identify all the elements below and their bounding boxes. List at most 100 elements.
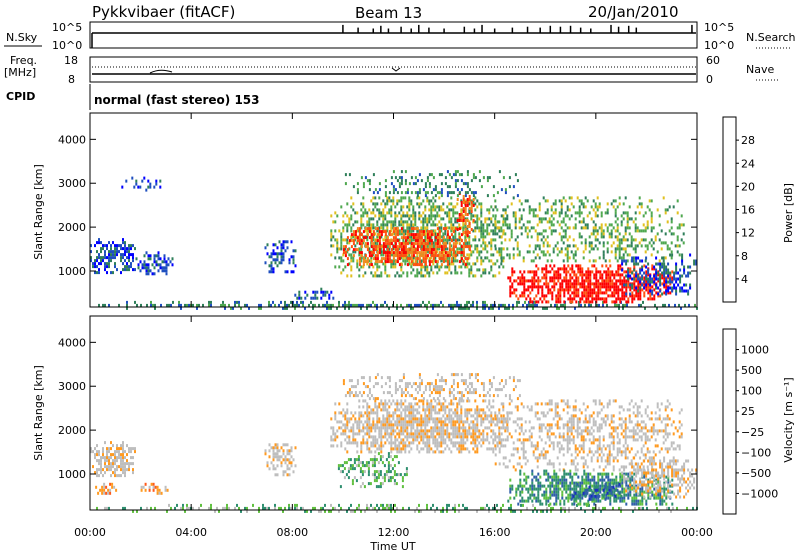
range-cell [362, 426, 364, 429]
range-cell [130, 262, 132, 265]
range-cell [146, 263, 148, 266]
range-cell [368, 414, 370, 417]
range-cell [336, 238, 338, 241]
range-cell [435, 248, 437, 251]
range-cell [409, 239, 411, 242]
range-cell [346, 274, 348, 277]
range-cell [426, 217, 428, 220]
range-cell [665, 269, 667, 272]
range-cell [342, 229, 344, 232]
range-cell [442, 432, 444, 435]
range-cell [414, 408, 416, 411]
range-cell [348, 441, 350, 444]
range-cell [461, 239, 463, 242]
range-cell [396, 438, 398, 441]
range-cell [470, 432, 472, 435]
range-cell [394, 411, 396, 414]
range-cell [454, 265, 456, 268]
colorbar-tick-label: 12 [741, 227, 755, 240]
range-cell [602, 304, 604, 307]
range-cell [679, 244, 681, 247]
range-cell [387, 257, 389, 260]
range-cell [399, 257, 401, 260]
range-cell [419, 233, 421, 236]
range-cell [537, 214, 539, 217]
range-cell [585, 223, 587, 226]
range-cell [410, 411, 412, 414]
range-cell [639, 278, 641, 281]
range-cell [464, 441, 466, 444]
range-cell [494, 229, 496, 232]
range-cell [340, 256, 342, 259]
range-cell [561, 235, 563, 238]
range-cell [589, 273, 591, 276]
range-cell [353, 254, 355, 257]
range-cell [100, 247, 102, 250]
range-cell [440, 441, 442, 444]
range-cell [575, 223, 577, 226]
range-cell [643, 281, 645, 284]
range-cell [559, 291, 561, 294]
range-cell [551, 285, 553, 288]
range-cell [623, 297, 625, 300]
range-cell [338, 247, 340, 250]
range-cell [338, 304, 340, 307]
range-cell [463, 207, 465, 210]
range-cell [399, 182, 401, 185]
range-cell [621, 260, 623, 263]
range-cell [383, 248, 385, 251]
range-cell [166, 269, 168, 272]
range-cell [535, 214, 537, 217]
range-cell [382, 420, 384, 423]
range-cell [412, 223, 414, 226]
range-cell [354, 411, 356, 414]
range-cell [343, 251, 345, 254]
range-cell [456, 202, 458, 205]
nsearch-label: N.Search [746, 31, 796, 44]
range-cell [442, 507, 444, 510]
range-cell [525, 297, 527, 300]
range-cell [269, 467, 271, 470]
range-cell [110, 474, 112, 477]
range-cell [585, 300, 587, 303]
range-cell [441, 182, 443, 185]
range-cell [492, 208, 494, 211]
range-cell [649, 284, 651, 287]
range-cell [98, 459, 100, 462]
range-cell [386, 411, 388, 414]
range-cell [418, 405, 420, 408]
range-cell [663, 284, 665, 287]
range-cell [392, 265, 394, 268]
range-cell [601, 211, 603, 214]
range-cell [406, 211, 408, 214]
range-cell [385, 239, 387, 242]
range-cell [386, 304, 388, 307]
range-cell [395, 233, 397, 236]
range-cell [564, 304, 566, 307]
range-cell [348, 223, 350, 226]
range-cell [388, 196, 390, 199]
range-cell [296, 507, 298, 510]
range-cell [563, 235, 565, 238]
range-cell [569, 273, 571, 276]
range-cell [456, 414, 458, 417]
range-cell [617, 270, 619, 273]
range-cell [396, 420, 398, 423]
range-cell [410, 414, 412, 417]
range-cell [523, 270, 525, 273]
range-cell [507, 205, 509, 208]
range-cell [376, 265, 378, 268]
range-cell [369, 236, 371, 239]
range-cell [377, 251, 379, 254]
range-cell [575, 217, 577, 220]
range-cell [653, 266, 655, 269]
range-cell [426, 268, 428, 271]
range-cell [509, 285, 511, 288]
range-cell [405, 236, 407, 239]
range-cell [352, 438, 354, 441]
range-cell [480, 205, 482, 208]
range-cell [360, 420, 362, 423]
range-cell [527, 288, 529, 291]
range-cell [466, 253, 468, 256]
range-cell [688, 304, 690, 307]
